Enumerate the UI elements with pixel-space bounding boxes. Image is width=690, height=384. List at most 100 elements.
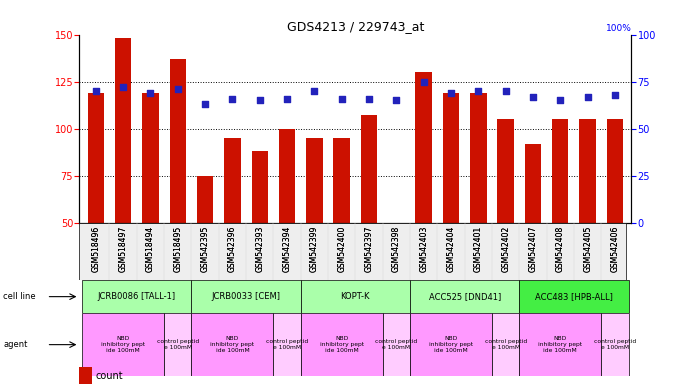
Text: control peptid
e 100mM: control peptid e 100mM <box>266 339 308 350</box>
Bar <box>279 129 295 223</box>
Bar <box>520 280 629 313</box>
Text: GSM542402: GSM542402 <box>501 226 510 272</box>
Text: NBD
inhibitory pept
ide 100mM: NBD inhibitory pept ide 100mM <box>429 336 473 353</box>
Bar <box>273 313 301 376</box>
Point <box>199 101 210 107</box>
Text: cell line: cell line <box>3 292 36 301</box>
Text: GSM542406: GSM542406 <box>611 226 620 272</box>
Text: GSM542408: GSM542408 <box>556 226 565 272</box>
Text: 100%: 100% <box>606 24 631 33</box>
Text: GSM518497: GSM518497 <box>119 226 128 272</box>
Text: GSM542407: GSM542407 <box>529 226 538 272</box>
Text: NBD
inhibitory pept
ide 100mM: NBD inhibitory pept ide 100mM <box>538 336 582 353</box>
Point <box>609 92 620 98</box>
Point <box>254 98 265 104</box>
Bar <box>580 119 596 223</box>
Bar <box>607 119 623 223</box>
Text: GSM542396: GSM542396 <box>228 226 237 272</box>
Text: agent: agent <box>3 340 28 349</box>
Point <box>555 98 566 104</box>
Text: GSM542407: GSM542407 <box>529 226 538 272</box>
Text: GSM542406: GSM542406 <box>611 226 620 272</box>
Text: GSM542399: GSM542399 <box>310 226 319 272</box>
Bar <box>520 313 601 376</box>
Bar <box>601 313 629 376</box>
Text: GSM542404: GSM542404 <box>446 226 455 272</box>
Bar <box>301 280 410 313</box>
Text: GSM542398: GSM542398 <box>392 226 401 272</box>
Text: GSM542398: GSM542398 <box>392 226 401 272</box>
Text: GSM542403: GSM542403 <box>419 226 428 272</box>
Bar <box>361 116 377 223</box>
Text: GSM518497: GSM518497 <box>119 226 128 272</box>
Point <box>309 88 320 94</box>
Bar <box>410 313 492 376</box>
Text: NBD
inhibitory pept
ide 100mM: NBD inhibitory pept ide 100mM <box>210 336 255 353</box>
Text: GSM518494: GSM518494 <box>146 226 155 272</box>
Point <box>172 86 184 92</box>
Text: GSM518496: GSM518496 <box>91 226 100 272</box>
Text: GSM542405: GSM542405 <box>583 226 592 272</box>
Text: control peptid
e 100mM: control peptid e 100mM <box>594 339 636 350</box>
Bar <box>410 280 520 313</box>
Text: GSM542399: GSM542399 <box>310 226 319 272</box>
Text: control peptid
e 100mM: control peptid e 100mM <box>157 339 199 350</box>
Text: KOPT-K: KOPT-K <box>341 292 370 301</box>
Text: count: count <box>95 371 123 381</box>
Text: JCRB0033 [CEM]: JCRB0033 [CEM] <box>212 292 281 301</box>
Bar <box>492 313 520 376</box>
Bar <box>82 280 191 313</box>
Point <box>227 96 238 102</box>
Bar <box>164 313 191 376</box>
Point <box>336 96 347 102</box>
Bar <box>252 151 268 223</box>
Text: GSM518495: GSM518495 <box>173 226 182 272</box>
Bar <box>470 93 486 223</box>
Point <box>446 90 457 96</box>
Text: GSM542394: GSM542394 <box>282 226 292 272</box>
Text: GSM542400: GSM542400 <box>337 226 346 272</box>
Bar <box>383 313 410 376</box>
Text: GSM542394: GSM542394 <box>282 226 292 272</box>
Bar <box>415 72 432 223</box>
Bar <box>333 138 350 223</box>
Point <box>145 90 156 96</box>
Text: NBD
inhibitory pept
ide 100mM: NBD inhibitory pept ide 100mM <box>319 336 364 353</box>
Text: GSM542393: GSM542393 <box>255 226 264 272</box>
Text: GSM542404: GSM542404 <box>446 226 455 272</box>
Point <box>117 84 128 90</box>
Text: GSM542400: GSM542400 <box>337 226 346 272</box>
Point <box>527 94 538 100</box>
Text: GSM542395: GSM542395 <box>201 226 210 272</box>
Text: GSM542397: GSM542397 <box>364 226 373 272</box>
Point <box>473 88 484 94</box>
Text: ACC483 [HPB-ALL]: ACC483 [HPB-ALL] <box>535 292 613 301</box>
Bar <box>301 313 383 376</box>
Bar <box>224 138 241 223</box>
Bar <box>115 38 131 223</box>
Point <box>500 88 511 94</box>
Bar <box>170 59 186 223</box>
Bar <box>197 176 213 223</box>
Point <box>582 94 593 100</box>
Text: GSM542403: GSM542403 <box>419 226 428 272</box>
Point <box>418 79 429 85</box>
Point <box>364 96 375 102</box>
Point <box>282 96 293 102</box>
Bar <box>191 280 301 313</box>
Text: GSM518494: GSM518494 <box>146 226 155 272</box>
Title: GDS4213 / 229743_at: GDS4213 / 229743_at <box>286 20 424 33</box>
Text: control peptid
e 100mM: control peptid e 100mM <box>375 339 417 350</box>
Point <box>90 88 101 94</box>
Bar <box>82 313 164 376</box>
Bar <box>191 313 273 376</box>
Bar <box>306 138 322 223</box>
Text: GSM542393: GSM542393 <box>255 226 264 272</box>
Bar <box>497 119 514 223</box>
Bar <box>443 93 459 223</box>
Bar <box>142 93 159 223</box>
Text: GSM542408: GSM542408 <box>556 226 565 272</box>
Text: GSM542401: GSM542401 <box>474 226 483 272</box>
Text: GSM542401: GSM542401 <box>474 226 483 272</box>
Text: GSM542395: GSM542395 <box>201 226 210 272</box>
